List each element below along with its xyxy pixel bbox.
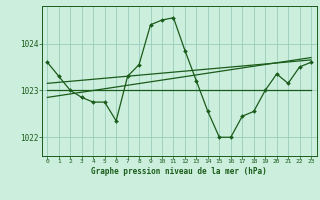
X-axis label: Graphe pression niveau de la mer (hPa): Graphe pression niveau de la mer (hPa) xyxy=(91,167,267,176)
